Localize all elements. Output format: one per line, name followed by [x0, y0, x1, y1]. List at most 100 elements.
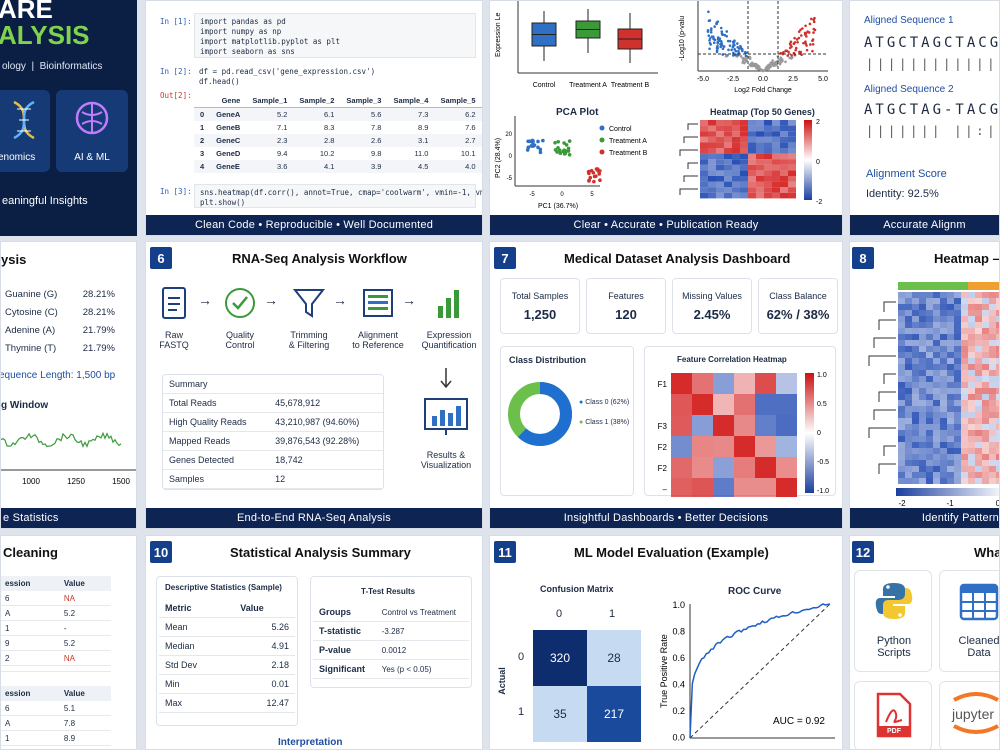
volcano-point	[713, 25, 716, 28]
cleaned-data-label: Cleaned Data	[958, 635, 1000, 659]
heatmap-cell	[968, 388, 975, 394]
jupyter-label: jupyter	[952, 706, 995, 722]
heatmap-cell	[933, 394, 940, 400]
heatmap-cell	[898, 340, 905, 346]
table-row: 6 NA	[1, 591, 111, 606]
heatmap-cell	[898, 310, 905, 316]
x-axis-label: Log2 Fold Change	[734, 87, 792, 94]
heatmap-cell	[732, 131, 740, 137]
heatmap-cell	[982, 346, 989, 352]
corr-cell	[755, 478, 776, 497]
corr-cell	[776, 457, 797, 478]
pca-point	[592, 179, 596, 184]
heatmap-cell	[898, 298, 905, 304]
auc-label: AUC = 0.92	[773, 716, 825, 727]
heatmap-cell	[724, 181, 732, 188]
table-row: Max 12.47	[159, 693, 295, 713]
legend-marker	[599, 137, 605, 143]
heatmap-cell	[940, 442, 947, 448]
volcano-point	[778, 62, 782, 66]
genomics-tile[interactable]: enomics	[0, 90, 50, 172]
volcano-point	[796, 40, 799, 44]
heatmap-cell[interactable]: sns.heatmap(df.corr(), annot=True, cmap=…	[194, 184, 482, 208]
base-row: Thymine (T) 21.79%	[5, 343, 135, 354]
heatmap-cell	[926, 382, 933, 388]
jupyter-tile[interactable]: jupyter	[939, 681, 999, 749]
heatmap-cell	[700, 164, 708, 171]
heatmap-cell	[926, 460, 933, 466]
corr-cell	[755, 415, 776, 436]
arrow-icon: →	[333, 292, 347, 308]
heatmap-cell	[954, 466, 961, 472]
heatmap-cell	[961, 460, 968, 466]
heatmap-cell	[982, 424, 989, 430]
heatmap-cell	[724, 164, 732, 171]
heatmap-cell	[975, 334, 982, 340]
volcano-point	[762, 69, 765, 72]
volcano-point	[793, 53, 797, 57]
kpi-label: Total Samples	[511, 291, 569, 301]
heatmap-cell	[982, 454, 989, 460]
heatmap-cell	[905, 304, 912, 310]
heatmap-cell	[708, 159, 716, 165]
heatmap-cell	[764, 142, 772, 148]
heatmap-cell	[940, 382, 947, 388]
read-csv-cell[interactable]: df = pd.read_csv('gene_expression.csv') …	[194, 64, 476, 88]
corr-cell	[692, 394, 713, 415]
heatmap-cell	[989, 346, 996, 352]
heatmap-cell	[898, 418, 905, 424]
pdf-tile[interactable]: PDF	[854, 681, 932, 749]
corr-cell	[776, 478, 797, 497]
tick-label: 1.0	[672, 600, 685, 610]
summary-row: Total Reads 45,678,912	[163, 393, 383, 413]
heatmap-cell	[947, 412, 954, 418]
heatmap-cell	[708, 192, 716, 199]
heatmap-cell	[772, 170, 780, 176]
cleaned-data-tile[interactable]: Cleaned Data	[939, 570, 1000, 672]
volcano-point	[784, 60, 787, 64]
heatmap-cell	[975, 478, 982, 484]
ttest-value: 0.0012	[375, 640, 469, 660]
pca-point	[558, 151, 563, 156]
metric-name: Std Dev	[159, 655, 235, 675]
heatmap-cell	[968, 334, 975, 340]
heatmap-cell	[788, 159, 796, 165]
heatmap-cell	[912, 412, 919, 418]
window-label: g Window	[1, 400, 49, 411]
ttest-key: T-statistic	[313, 621, 376, 641]
heatmap-cell	[724, 142, 732, 148]
heatmap-cell	[756, 187, 764, 193]
heatmap-cell	[954, 406, 961, 412]
heatmap-cell	[975, 364, 982, 370]
heatmap-cell	[940, 346, 947, 352]
heatmap-cell	[982, 400, 989, 406]
summary-value: 12	[269, 469, 383, 489]
heatmap-cell	[919, 406, 926, 412]
heatmap-cell	[947, 454, 954, 460]
heatmap-cell	[982, 388, 989, 394]
heatmap-cell	[940, 352, 947, 358]
table-row: 0 GeneA 5.2 6.1 5.6 7.3 6.2	[194, 107, 482, 121]
heatmap-cell	[919, 430, 926, 436]
corr-cell	[776, 394, 797, 415]
heatmap-cell	[898, 376, 905, 382]
heatmap-cell	[700, 187, 708, 193]
heatmap-cell	[716, 176, 724, 182]
python-scripts-tile[interactable]: Python Scripts	[854, 570, 932, 672]
corr-row-label: F1	[658, 380, 668, 389]
brain-icon	[75, 101, 109, 135]
volcano-point	[719, 26, 723, 30]
heatmap-cell	[912, 292, 919, 298]
heatmap-cell	[700, 142, 708, 148]
volcano-point	[708, 37, 712, 40]
volcano-point	[778, 58, 782, 62]
ai-ml-tile[interactable]: AI & ML	[56, 90, 128, 172]
corr-cell	[755, 436, 776, 457]
volcano-point	[810, 17, 813, 21]
heatmap-cell	[961, 376, 968, 382]
volcano-point	[812, 27, 816, 31]
heatmap-cell	[961, 382, 968, 388]
import-cell[interactable]: import pandas as pd import numpy as np i…	[194, 13, 476, 58]
dendrogram-branch	[679, 188, 698, 195]
read-line: df = pd.read_csv('gene_expression.csv')	[199, 67, 376, 76]
